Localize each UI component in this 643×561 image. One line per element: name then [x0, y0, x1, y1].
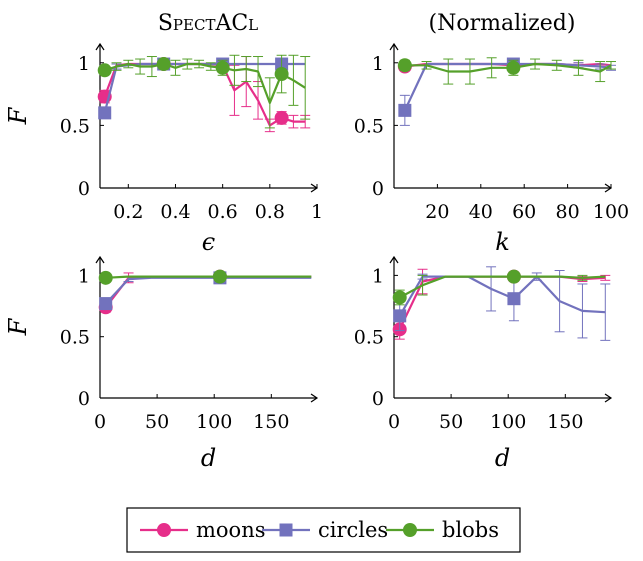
legend-box [126, 507, 521, 553]
series-line [105, 275, 312, 279]
y-tick-label: 1 [372, 265, 384, 287]
x-tick-label: 0 [94, 411, 106, 433]
x-tick-label: 20 [425, 201, 449, 223]
x-tick-label: 0.6 [208, 201, 238, 223]
legend-item-blobs: blobs [386, 518, 499, 542]
y-axis-label: F [4, 106, 32, 125]
legend-item-circles: circles [262, 518, 388, 542]
data-point [274, 67, 289, 82]
x-axis-label: d [201, 444, 216, 472]
legend: moons circles blobs [126, 507, 521, 553]
x-tick-label: 0.8 [255, 201, 285, 223]
x-tick-label: 0 [388, 411, 400, 433]
y-tick-label: 0.5 [354, 115, 384, 137]
legend-marker [157, 523, 171, 537]
x-tick-label: 50 [145, 411, 169, 433]
series-line [398, 275, 606, 330]
y-tick-label: 0.5 [60, 115, 90, 137]
y-tick-label: 0.5 [60, 327, 90, 349]
y-tick-label: 0.5 [354, 327, 384, 349]
data-point [99, 297, 113, 311]
legend-label: blobs [442, 518, 499, 542]
x-tick-label: 100 [593, 201, 629, 223]
series-blobs [397, 57, 616, 85]
panel-1: 0 0.5 1 0.2 0.4 0.6 0.8 1 SpectACl ϵ F [4, 11, 323, 256]
y-tick-label: 0 [372, 388, 384, 410]
x-tick-label: 150 [547, 411, 583, 433]
panel-2: 0 0.5 1 20 40 60 80 100 (Normalized) k [354, 11, 629, 256]
data-point [156, 57, 171, 72]
series-blobs [98, 269, 312, 285]
panel-3: 0 0.5 1 0 50 100 150 d F [4, 255, 319, 472]
series-blobs [97, 54, 311, 129]
series-moons [392, 268, 611, 340]
y-axis-arrow [389, 42, 399, 51]
x-axis-label: d [495, 444, 510, 472]
data-point [506, 269, 521, 284]
y-axis-arrow [389, 255, 399, 264]
x-axis-label: k [495, 228, 510, 256]
legend-item-moons: moons [140, 518, 266, 542]
data-point [215, 60, 230, 75]
series-line [104, 276, 312, 305]
y-tick-label: 0 [78, 178, 90, 200]
y-axis-arrow [95, 255, 105, 264]
x-tick-label: 60 [512, 201, 536, 223]
y-tick-label: 1 [78, 53, 90, 75]
legend-label: circles [318, 518, 388, 542]
x-tick-label: 100 [490, 411, 526, 433]
x-tick-label: 40 [469, 201, 493, 223]
series-line [103, 62, 306, 114]
x-axis-arrow [604, 393, 613, 403]
series-line [104, 62, 306, 105]
y-axis-label: F [4, 317, 32, 336]
legend-label: moons [196, 518, 266, 542]
data-point [507, 292, 521, 306]
panel-title: (Normalized) [429, 11, 576, 36]
x-axis-label: ϵ [202, 228, 215, 256]
x-axis-arrow [310, 393, 319, 403]
x-tick-label: 80 [556, 201, 580, 223]
data-point [506, 60, 521, 75]
y-axis-arrow [95, 42, 105, 51]
x-tick-label: 150 [253, 411, 289, 433]
series-blobs [392, 269, 606, 306]
y-tick-label: 0 [372, 178, 384, 200]
series-line [399, 275, 606, 299]
legend-marker [279, 523, 293, 537]
data-point [98, 270, 113, 285]
data-point [393, 309, 407, 323]
panel-title: SpectACl [158, 11, 258, 36]
x-tick-label: 0.4 [160, 201, 190, 223]
panel-4: 0 0.5 1 0 50 100 150 d [354, 255, 613, 472]
data-point [97, 63, 112, 78]
series-line [398, 275, 606, 317]
data-point [397, 58, 412, 73]
series-circles [98, 57, 306, 120]
x-tick-label: 50 [439, 411, 463, 433]
x-tick-label: 1 [311, 201, 323, 223]
y-tick-label: 1 [78, 265, 90, 287]
data-point [398, 103, 412, 117]
y-tick-label: 0 [78, 388, 90, 410]
x-tick-label: 100 [196, 411, 232, 433]
series-line [104, 275, 312, 308]
data-point [274, 110, 289, 125]
x-tick-label: 0.2 [113, 201, 143, 223]
data-point [98, 106, 112, 120]
data-point [392, 290, 407, 305]
y-tick-label: 1 [372, 53, 384, 75]
data-point [212, 269, 227, 284]
legend-marker [403, 523, 417, 537]
